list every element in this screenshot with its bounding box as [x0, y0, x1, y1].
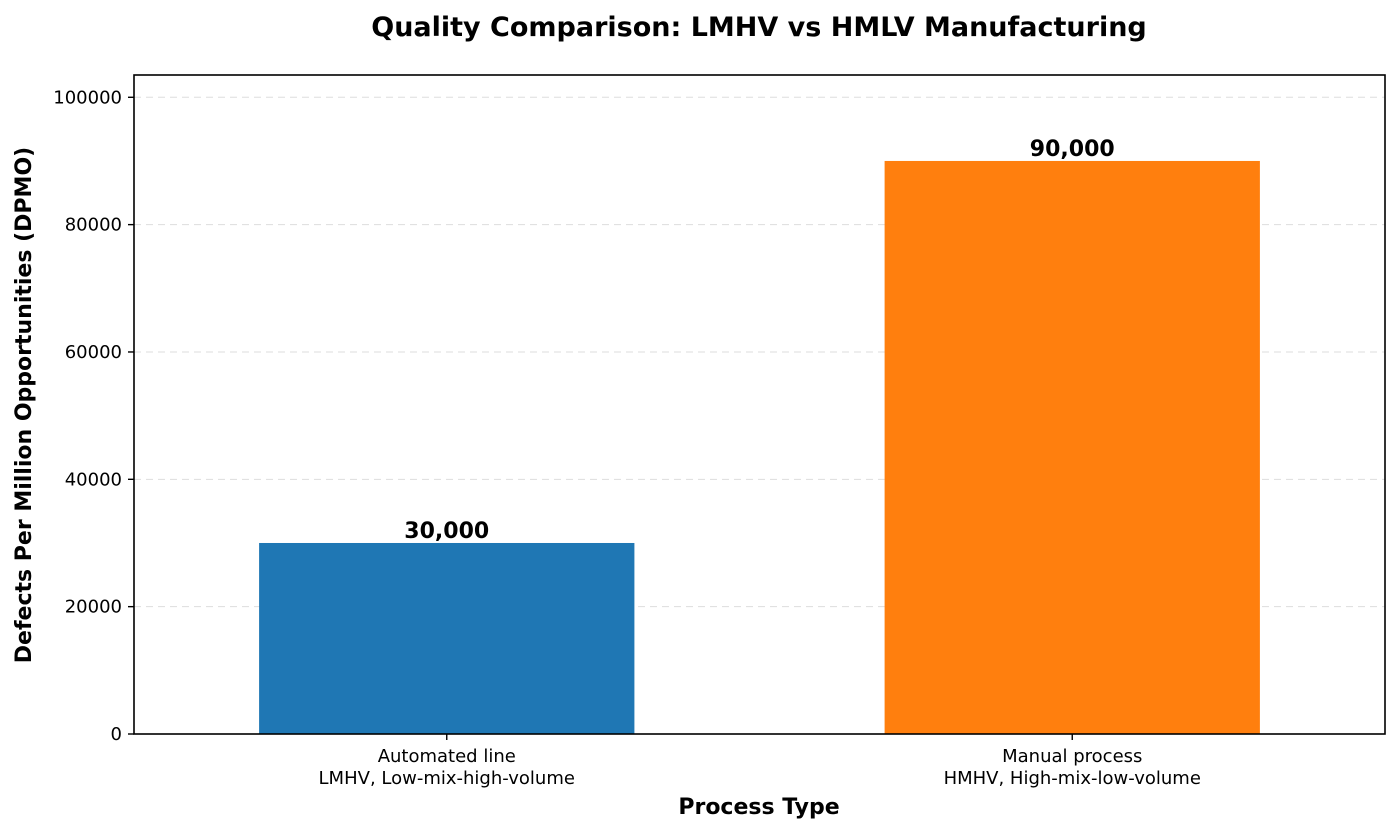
bars: [259, 160, 1260, 734]
y-axis-label: Defects Per Million Opportunities (DPMO): [12, 147, 37, 663]
x-tick-label: Automated line: [378, 746, 516, 767]
x-tick-label: LMHV, Low-mix-high-volume: [319, 768, 575, 789]
x-tick-label: Manual process: [1002, 746, 1142, 767]
y-tick-label: 20000: [65, 597, 122, 618]
plot-frame: [133, 74, 1386, 735]
y-tick-label: 0: [111, 724, 122, 745]
bar: [259, 542, 635, 734]
chart-title: Quality Comparison: LMHV vs HMLV Manufac…: [371, 12, 1147, 43]
x-tick-label: HMHV, High-mix-low-volume: [944, 768, 1201, 789]
x-axis-label: Process Type: [678, 795, 839, 820]
y-tick-label: 100000: [53, 87, 122, 108]
y-tick-label: 60000: [65, 342, 122, 363]
value-labels: 30,000 90,000: [404, 137, 1114, 544]
bar-value-label: 90,000: [1030, 137, 1115, 162]
y-axis-ticks: 0 20000 40000 60000 80000 100000: [53, 87, 134, 745]
y-tick-label: 80000: [65, 215, 122, 236]
y-tick-label: 40000: [65, 469, 122, 490]
bar-value-label: 30,000: [404, 519, 489, 544]
bar: [884, 160, 1260, 734]
